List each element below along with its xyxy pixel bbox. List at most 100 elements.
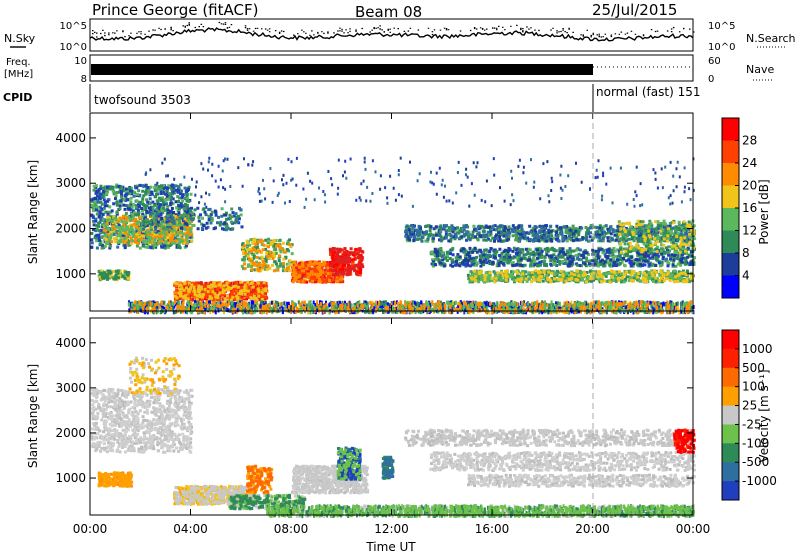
y-tick-label: 2000 (55, 426, 86, 440)
range-cell (404, 224, 693, 243)
colorbar-segment (722, 405, 739, 425)
range-cell (336, 447, 362, 481)
range-cell (404, 224, 695, 243)
colorbar-segment (722, 163, 739, 186)
range-cell (430, 246, 696, 268)
noise-trace (89, 21, 695, 42)
velocity-y-axis: 1000 2000 3000 4000 (55, 336, 693, 485)
freq-left-bottom: 8 (81, 74, 87, 85)
nave-right-top: 60 (708, 56, 721, 67)
colorbar-segment (722, 208, 739, 231)
cpid-left-program: twofsound 3503 (94, 93, 191, 107)
beam-label: Beam 08 (355, 3, 422, 21)
colorbar-tick-label: 8 (742, 246, 750, 260)
range-cell (469, 269, 695, 284)
freq-left-top: 10 (74, 56, 87, 67)
range-cell (90, 387, 194, 454)
colorbar-segment (722, 118, 739, 141)
noise-right-bottom: 10^0 (708, 42, 735, 53)
nsky-label: N.Sky (4, 32, 36, 45)
range-cell (291, 260, 344, 284)
power-cbar-label: Power [dB] (757, 179, 771, 244)
colorbar-segment (722, 481, 739, 501)
y-tick-label: 1000 (55, 267, 86, 281)
colorbar-tick-label: 28 (742, 134, 757, 148)
colorbar-segment (722, 367, 739, 388)
colorbar-tick-label: -1000 (742, 474, 777, 488)
y-tick-label: 3000 (55, 176, 86, 190)
range-cell (140, 206, 228, 231)
x-tick-label: 16:00 (475, 522, 510, 536)
range-cell (128, 358, 181, 395)
power-scatter (90, 156, 696, 315)
range-cell (130, 357, 180, 396)
range-cell (103, 215, 193, 245)
x-tick-label: 00:00 (676, 522, 711, 536)
range-cell (618, 219, 696, 254)
noise-left-top: 10^5 (60, 21, 87, 32)
y-tick-label: 3000 (55, 381, 86, 395)
x-tick-label: 00:00 (73, 522, 108, 536)
range-cell (673, 428, 696, 454)
colorbar-tick-label: 4 (742, 269, 750, 283)
velocity-cbar-label: Velocity [m s⁻¹] (757, 369, 771, 462)
power-y-axis: 1000 2000 3000 4000 (55, 131, 693, 281)
nsearch-label: N.Search (746, 32, 796, 45)
colorbar-tick-label: 100 (742, 380, 765, 394)
colorbar-tick-label: -100 (742, 436, 769, 450)
y-tick-label: 2000 (55, 222, 86, 236)
range-cell (98, 269, 131, 281)
power-colorbar: 4 8 12 16 20 24 28 (721, 117, 757, 299)
date-label: 25/Jul/2015 (592, 1, 677, 19)
range-cell (338, 446, 362, 481)
range-cell (173, 280, 269, 302)
power-ylabel: Slant Range [km] (26, 160, 40, 264)
colorbar-tick-label: 20 (742, 179, 757, 193)
range-cell (90, 183, 194, 250)
noise-panel: N.Sky N.Search 10^5 10^0 10^5 10^0 (4, 18, 796, 53)
range-cell (381, 455, 395, 480)
nsearch-dots (92, 21, 695, 38)
range-cell (90, 184, 192, 250)
colorbar-frame (721, 329, 740, 501)
range-cell (90, 183, 194, 250)
colorbar-tick-label: 12 (742, 224, 757, 238)
power-panel: 1000 2000 3000 4000 Slant Range [km] 4 8 12 16… (26, 112, 771, 315)
colorbar-segment (722, 253, 739, 276)
station-title: Prince George (fitACF) (92, 1, 258, 19)
range-cell (467, 473, 696, 488)
colorbar-segment (722, 185, 739, 209)
colorbar-segment (722, 275, 739, 299)
range-cell (292, 464, 369, 495)
colorbar-tick-label: 25 (742, 399, 757, 413)
range-cell (404, 428, 695, 448)
range-cell (229, 493, 307, 511)
nave-label: Nave (746, 63, 774, 76)
colorbar-tick-label: 24 (742, 156, 757, 170)
cpid-right-program: normal (fast) 151 (596, 85, 700, 99)
colorbar-tick-label: 16 (742, 201, 757, 215)
velocity-ylabel: Slant Range [km] (26, 364, 40, 468)
y-tick-label: 4000 (55, 336, 86, 350)
y-tick-label: 1000 (55, 471, 86, 485)
range-cell (97, 471, 133, 488)
range-cell (156, 156, 695, 208)
colorbar-segment (722, 348, 739, 369)
freq-label-1: Freq. (6, 57, 31, 68)
velocity-colorbar: 1000 500 100 25 -25 -100 -500 -1000 (721, 329, 777, 501)
nsky-line (89, 27, 694, 42)
range-cell (142, 157, 692, 209)
colorbar-tick-label: 500 (742, 361, 765, 375)
x-tick-label: 12:00 (374, 522, 409, 536)
range-cell (328, 247, 365, 277)
cpid-strip: CPID twofsound 3503 normal (fast) 151 (3, 84, 700, 112)
time-axis-label: Time UT (365, 540, 416, 554)
range-cell (432, 246, 696, 268)
colorbar-segment (722, 230, 739, 254)
colorbar-tick-label: 1000 (742, 342, 773, 356)
colorbar-segment (722, 140, 739, 164)
range-cell (429, 451, 696, 472)
freq-panel: Freq. [MHz] Nave 10 8 60 0 (4, 54, 774, 85)
range-cell (433, 246, 694, 268)
